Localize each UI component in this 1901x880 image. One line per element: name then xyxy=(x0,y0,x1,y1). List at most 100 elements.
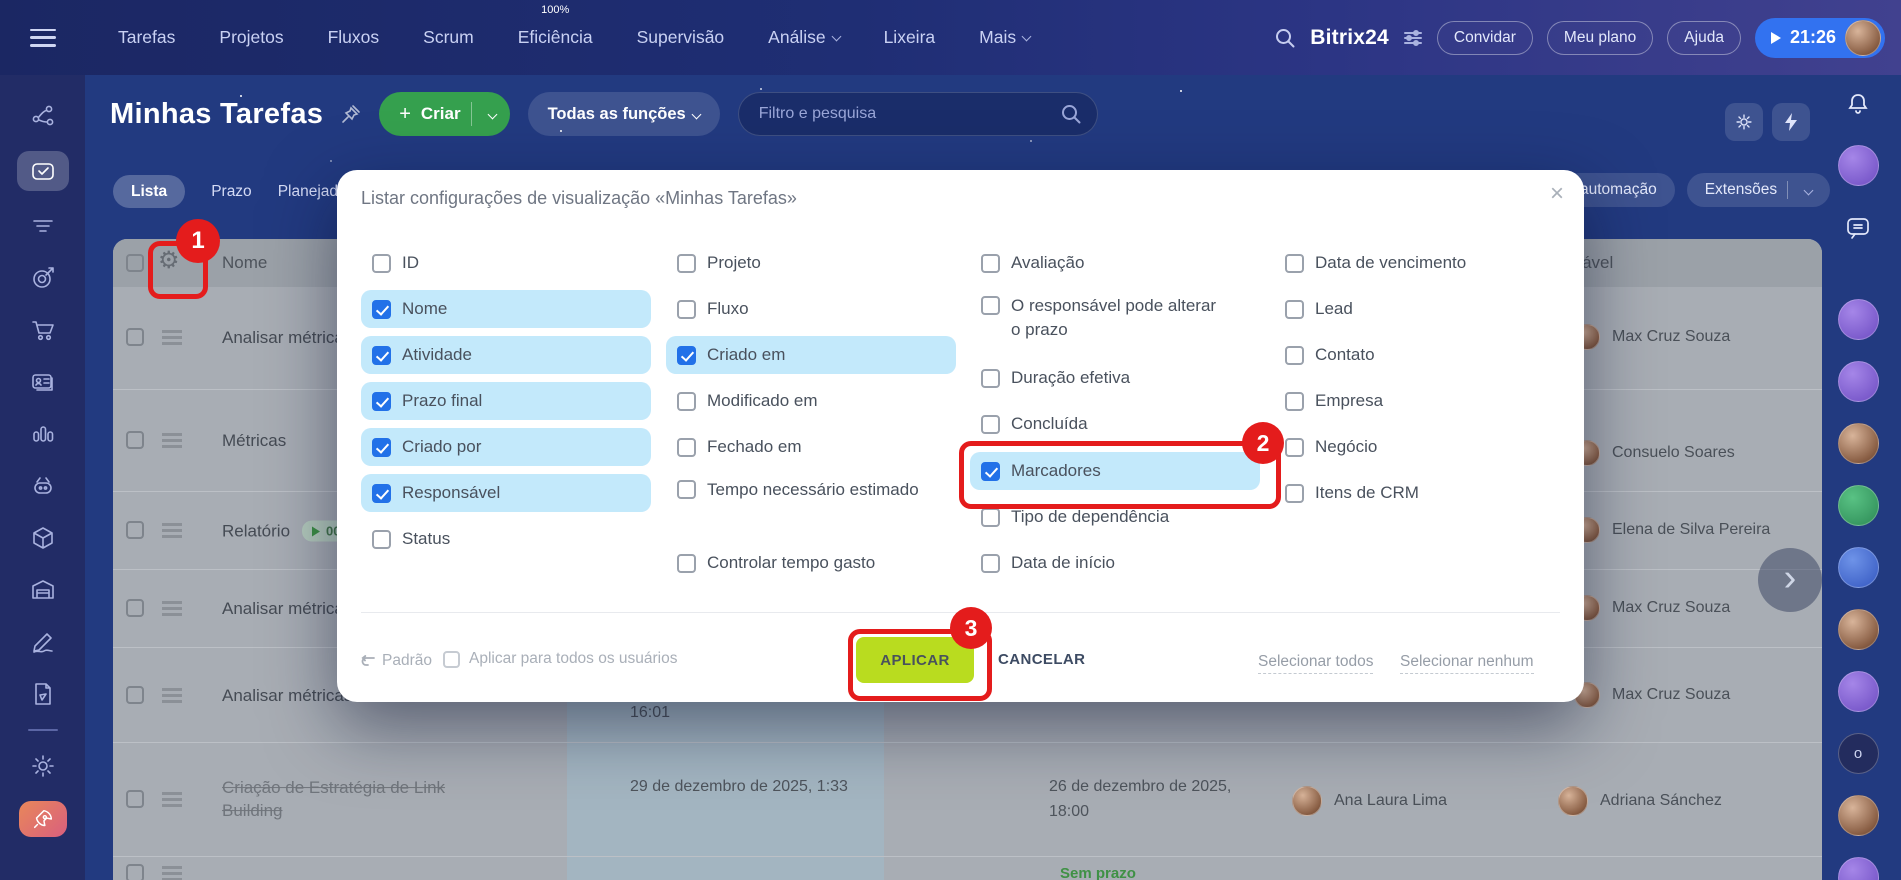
task-name[interactable]: Relatório xyxy=(222,521,291,540)
drag-handle-icon[interactable] xyxy=(162,433,182,436)
option-responsavel[interactable]: Responsável xyxy=(361,474,651,512)
app-avatar[interactable] xyxy=(1837,361,1879,402)
app-avatar[interactable] xyxy=(1837,857,1879,880)
settings-gear-icon[interactable] xyxy=(23,749,63,783)
sidebar-item-tasks[interactable] xyxy=(16,151,69,191)
table-row[interactable]: Analisar métricas Max Cruz Souza xyxy=(113,287,1822,389)
tab-planejador[interactable]: Planejador xyxy=(277,182,352,200)
option-avaliacao[interactable]: Avaliação xyxy=(970,244,1260,282)
checkbox-checked[interactable] xyxy=(372,483,391,503)
no-deadline-badge[interactable]: Sem prazo xyxy=(1060,865,1136,880)
drag-handle-icon[interactable] xyxy=(162,792,182,795)
drag-handle-icon[interactable] xyxy=(162,688,182,691)
menu-item-eficiencia[interactable]: 100% Eficiência xyxy=(517,4,593,47)
checkbox[interactable] xyxy=(981,553,1000,573)
close-icon[interactable]: × xyxy=(1549,180,1564,207)
option-itens-crm[interactable]: Itens de CRM xyxy=(1274,474,1564,512)
table-row[interactable]: Criação de Estratégia de Link Building 2… xyxy=(113,742,1822,857)
column-header-nome[interactable]: Nome xyxy=(222,253,268,272)
board-settings-gear-button[interactable] xyxy=(1725,103,1763,141)
drag-handle-icon[interactable] xyxy=(162,330,182,333)
apply-all-users-checkbox[interactable]: Aplicar para todos os usuários xyxy=(443,650,678,668)
option-responsavel-pode-alterar[interactable]: O responsável pode alterar o prazo xyxy=(970,290,1260,346)
task-name[interactable]: Analisar métricas xyxy=(222,328,353,347)
automation-lightning-button[interactable] xyxy=(1772,103,1810,141)
menu-item-tarefas[interactable]: Tarefas xyxy=(118,27,176,47)
responsible-cell[interactable]: Max Cruz Souza xyxy=(1574,324,1730,350)
task-name[interactable]: Analisar métricas xyxy=(222,599,353,618)
row-checkbox[interactable] xyxy=(126,790,144,808)
chevron-down-icon[interactable] xyxy=(1803,185,1814,195)
option-negocio[interactable]: Negócio xyxy=(1274,428,1564,466)
checkbox-checked[interactable] xyxy=(372,299,391,319)
user-avatar[interactable] xyxy=(1837,795,1879,836)
app-avatar[interactable] xyxy=(1837,671,1879,712)
option-duracao-efetiva[interactable]: Duração efetiva xyxy=(970,359,1260,397)
feed-icon[interactable] xyxy=(23,209,63,243)
copilot-icon[interactable] xyxy=(1837,145,1879,186)
option-tempo-necessario[interactable]: Tempo necessário estimado xyxy=(666,474,956,530)
user-avatar[interactable] xyxy=(1845,19,1881,56)
notifications-bell-icon[interactable] xyxy=(1838,83,1879,124)
menu-hamburger-icon[interactable] xyxy=(30,28,56,47)
responsible-cell[interactable]: Adriana Sánchez xyxy=(1558,786,1722,816)
app-avatar[interactable] xyxy=(1837,547,1879,588)
option-atividade[interactable]: Atividade xyxy=(361,336,651,374)
task-name[interactable]: Métricas xyxy=(222,431,287,450)
user-avatar[interactable] xyxy=(1837,609,1879,650)
checkbox[interactable] xyxy=(372,529,391,549)
pin-icon[interactable] xyxy=(341,104,361,124)
menu-item-projetos[interactable]: Projetos xyxy=(219,27,284,47)
user-avatar[interactable] xyxy=(1837,423,1879,464)
option-prazo-final[interactable]: Prazo final xyxy=(361,382,651,420)
option-data-inicio[interactable]: Data de início xyxy=(970,544,1260,582)
checkbox[interactable] xyxy=(677,437,696,457)
checkbox-checked[interactable] xyxy=(372,437,391,457)
menu-item-analise[interactable]: Análise xyxy=(768,27,842,48)
cancel-button[interactable]: CANCELAR xyxy=(992,650,1091,669)
document-edit-icon[interactable] xyxy=(23,677,63,711)
checkbox[interactable] xyxy=(677,299,696,319)
checkbox[interactable] xyxy=(981,368,1000,388)
ai-robot-icon[interactable] xyxy=(23,469,63,503)
tab-extensoes[interactable]: Extensões xyxy=(1686,173,1831,207)
responsible-cell[interactable]: Max Cruz Souza xyxy=(1574,595,1730,621)
shop-cart-icon[interactable] xyxy=(23,313,63,347)
my-plan-button[interactable]: Meu plano xyxy=(1546,20,1654,55)
apply-button[interactable]: APLICAR xyxy=(856,637,974,683)
roles-dropdown[interactable]: Todas as funções xyxy=(527,92,720,136)
table-row[interactable]: Sem prazo xyxy=(113,856,1822,880)
checkbox[interactable] xyxy=(981,507,1000,527)
sign-pen-icon[interactable] xyxy=(23,625,63,659)
bitrix24-logo[interactable]: Bitrix24 xyxy=(1310,25,1389,49)
rocket-icon[interactable] xyxy=(18,801,67,837)
row-checkbox[interactable] xyxy=(126,328,144,346)
checkbox[interactable] xyxy=(1285,437,1304,457)
messenger-icon[interactable] xyxy=(1838,207,1879,248)
responsible-cell[interactable]: Max Cruz Souza xyxy=(1574,682,1730,708)
menu-item-lixeira[interactable]: Lixeira xyxy=(883,27,936,47)
task-name-completed[interactable]: Criação de Estratégia de Link Building xyxy=(222,778,446,820)
tab-prazo[interactable]: Prazo xyxy=(211,182,252,200)
contact-card-icon[interactable] xyxy=(23,365,63,399)
reset-default-link[interactable]: Padrão xyxy=(361,652,432,670)
checkbox[interactable] xyxy=(981,253,1000,273)
sliders-icon[interactable] xyxy=(1403,29,1423,47)
checkbox-checked[interactable] xyxy=(981,461,1000,481)
filter-search-input[interactable] xyxy=(737,92,1098,136)
storage-building-icon[interactable] xyxy=(23,573,63,607)
option-fechado-em[interactable]: Fechado em xyxy=(666,428,956,466)
network-share-icon[interactable] xyxy=(23,99,63,133)
tab-lista[interactable]: Lista xyxy=(113,175,186,208)
menu-item-mais[interactable]: Mais xyxy=(979,27,1032,48)
checkbox[interactable] xyxy=(677,480,696,499)
checkbox[interactable] xyxy=(677,553,696,573)
app-avatar[interactable] xyxy=(1837,485,1879,526)
drag-handle-icon[interactable] xyxy=(162,523,182,526)
checkbox[interactable] xyxy=(372,253,391,273)
bar-chart-icon[interactable] xyxy=(23,417,63,451)
app-avatar[interactable] xyxy=(1837,299,1879,340)
responsible-cell[interactable]: Elena de Silva Pereira xyxy=(1574,517,1770,543)
option-lead[interactable]: Lead xyxy=(1274,290,1564,328)
help-button[interactable]: Ajuda xyxy=(1667,20,1741,55)
